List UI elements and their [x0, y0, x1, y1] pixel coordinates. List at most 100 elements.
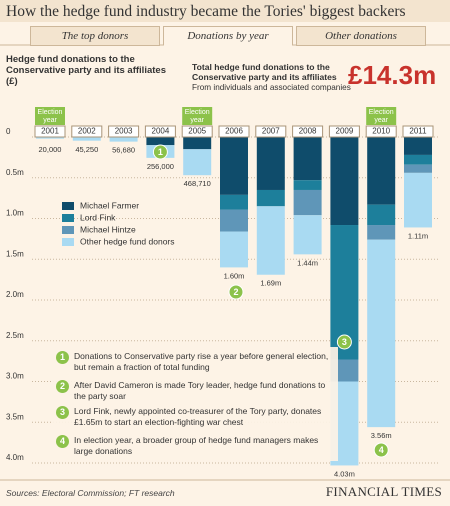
year-box: [365, 125, 397, 138]
total-amount: £14.3m: [348, 60, 437, 90]
value-label: 4.03m: [334, 469, 355, 478]
note-marker-number: 1: [158, 147, 163, 157]
x-tick-label: 2006: [225, 127, 243, 136]
bar-segment: [367, 137, 396, 205]
bar-segment: [404, 137, 432, 155]
bar-segment: [367, 204, 396, 226]
value-label: 3.56m: [371, 431, 392, 440]
year-box: [108, 125, 140, 138]
value-label: 1.69m: [260, 279, 281, 288]
election-label: Election year: [369, 109, 394, 124]
value-label: 1.60m: [224, 271, 245, 280]
legend-swatch: [62, 226, 74, 234]
y-tick-label: 2.0m: [6, 290, 24, 299]
value-label: 1.44m: [297, 258, 318, 267]
note-marker-number: 3: [342, 337, 347, 347]
note-marker: [336, 334, 352, 350]
value-label: 45,250: [75, 145, 98, 154]
title-bar: [0, 0, 450, 22]
year-box: [402, 125, 434, 138]
x-tick-label: 2009: [336, 127, 354, 136]
x-tick-label: 2008: [299, 127, 317, 136]
election-badge: [182, 107, 213, 125]
election-label-line: year: [43, 117, 57, 124]
year-box: [292, 125, 324, 138]
x-tick-label: 2002: [78, 127, 96, 136]
y-tick-label: 3.0m: [6, 372, 24, 381]
tab[interactable]: Other donations: [296, 26, 426, 46]
note-marker: [152, 144, 168, 160]
election-label-line: year: [190, 117, 204, 124]
x-tick-label: 2004: [152, 127, 170, 136]
bar-segment: [404, 164, 432, 173]
year-box: [71, 125, 103, 138]
election-label-line: Election: [38, 109, 63, 116]
legend-label: Lord Fink: [80, 212, 116, 222]
legend-label: Michael Farmer: [80, 200, 139, 210]
subtitle: Hedge fund donations to the Conservative…: [6, 54, 166, 87]
value-label: 468,710: [184, 179, 211, 188]
x-tick-label: 2001: [41, 127, 59, 136]
year-box: [144, 125, 176, 138]
title: How the hedge fund industry became the T…: [6, 3, 406, 20]
total-heading: Total hedge fund donations to the Conser…: [192, 62, 337, 82]
election-label-line: Election: [185, 109, 210, 116]
bar-segment: [293, 180, 322, 190]
brand: FINANCIAL TIMES: [325, 484, 442, 499]
legend-swatch: [62, 214, 74, 222]
note-text: After David Cameron is made Tory leader,…: [74, 380, 326, 401]
bar-segment: [404, 172, 432, 228]
source: Sources: Electoral Commission; FT resear…: [6, 488, 175, 498]
note-number: 3: [56, 406, 69, 419]
bar-segment: [367, 225, 396, 240]
legend-label: Michael Hintze: [80, 224, 136, 234]
legend-swatch: [62, 202, 74, 210]
total-subheading: From individuals and associated companie…: [192, 83, 351, 92]
year-box: [218, 125, 250, 138]
tab[interactable]: Donations by year: [163, 26, 293, 46]
bar-segment: [256, 189, 285, 207]
note-number: 4: [56, 435, 69, 448]
year-box: [328, 125, 360, 138]
value-label: 20,000: [39, 145, 62, 154]
legend-label: Other hedge fund donors: [80, 236, 175, 246]
bar-segment: [146, 137, 175, 146]
note-marker: [373, 442, 389, 458]
bar-segment: [72, 137, 101, 141]
bar-segment: [220, 209, 248, 232]
value-label: 1.11m: [408, 231, 428, 240]
election-label: Election year: [185, 109, 210, 124]
note-text: In election year, a broader group of hed…: [74, 435, 319, 456]
x-tick-label: 2007: [262, 127, 280, 136]
note-number: 1: [56, 351, 69, 364]
legend-swatch: [62, 238, 74, 246]
bar-segment: [256, 137, 285, 190]
y-tick-label: 4.0m: [6, 453, 24, 462]
tab[interactable]: The top donors: [30, 26, 160, 46]
y-tick-label: 2.5m: [6, 331, 24, 340]
election-badge: [35, 107, 65, 125]
year-box: [34, 125, 66, 138]
y-tick-label: 0: [6, 127, 11, 136]
bar-segment: [36, 137, 64, 139]
value-label: 256,000: [147, 162, 174, 171]
bar-segment: [109, 137, 138, 142]
year-box: [181, 125, 213, 138]
year-box: [255, 125, 287, 138]
election-label-line: year: [374, 117, 388, 124]
bar-segment: [293, 189, 322, 216]
election-label: Election year: [38, 109, 63, 124]
x-tick-label: 2011: [409, 127, 427, 136]
bar-segment: [183, 137, 212, 150]
election-badge: [366, 107, 397, 125]
x-tick-label: 2005: [188, 127, 206, 136]
note-marker-number: 4: [379, 445, 384, 455]
x-tick-label: 2003: [115, 127, 133, 136]
bar-segment: [293, 137, 322, 181]
bar-segment: [220, 194, 248, 210]
y-tick-label: 0.5m: [6, 168, 24, 177]
x-tick-label: 2010: [372, 127, 390, 136]
bar-segment: [256, 206, 285, 275]
bar-segment: [220, 137, 248, 195]
